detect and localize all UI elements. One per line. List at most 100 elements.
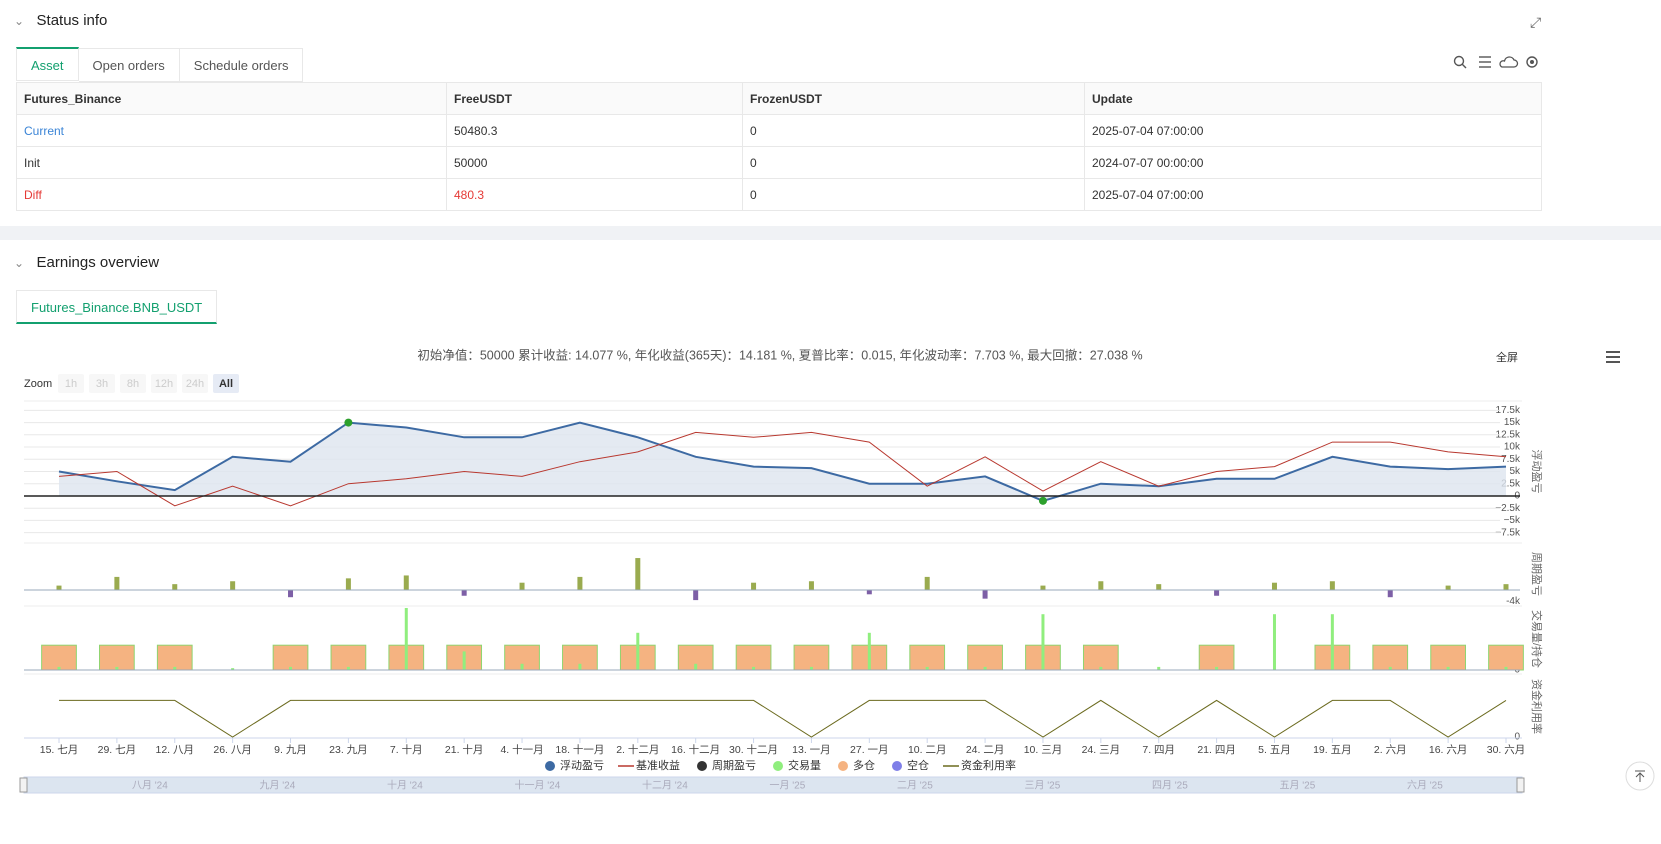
td: Current: [16, 114, 447, 147]
y-tick-label: 10k: [1504, 442, 1521, 453]
earnings-header[interactable]: ⌄ Earnings overview: [14, 254, 160, 271]
legend-label[interactable]: 空仓: [907, 758, 929, 772]
zoom-button[interactable]: [58, 374, 84, 393]
navigator-label: 十二月 '24: [642, 779, 688, 792]
x-tick-label: 7. 十月: [390, 743, 423, 756]
earnings-title: Earnings overview: [36, 254, 160, 271]
bar: [577, 576, 583, 590]
bar: [752, 666, 756, 670]
bar: [156, 644, 193, 671]
bar: [346, 666, 350, 670]
table-row: Init 50000 0 2024-07-07 00:00:00: [16, 146, 1542, 179]
extreme-marker: [344, 418, 353, 427]
legend-label[interactable]: 基准收益: [636, 758, 680, 772]
tab[interactable]: Open orders: [78, 48, 180, 82]
symbol-tab[interactable]: Futures_Binance.BNB_USDT: [16, 290, 218, 324]
bar: [982, 589, 988, 599]
fullscreen-button[interactable]: 全屏: [1496, 350, 1518, 364]
back-to-top-icon: [1635, 770, 1645, 782]
table-header: Futures_Binance FreeUSDT FrozenUSDT Update: [16, 82, 1542, 115]
bar: [272, 644, 309, 671]
x-tick-label: 4. 十一月: [500, 743, 543, 756]
bar: [56, 585, 62, 590]
bar: [808, 581, 814, 590]
navigator-handle[interactable]: [19, 777, 28, 793]
legend-label[interactable]: 周期盈亏: [712, 759, 756, 772]
x-tick-label: 7. 四月: [1142, 744, 1175, 756]
x-tick-label: 21. 十月: [445, 743, 484, 756]
tab[interactable]: Asset: [16, 47, 79, 81]
td: 480.3: [446, 178, 743, 211]
x-tick-label: 5. 五月: [1258, 744, 1291, 756]
bar: [1372, 644, 1409, 671]
bar: [1215, 666, 1219, 670]
td: 2025-07-04 07:00:00: [1084, 178, 1542, 211]
y-tick-label: −2.5k: [1495, 503, 1521, 514]
zoom-button[interactable]: [213, 374, 239, 393]
bar: [41, 644, 77, 671]
line: [59, 699, 1507, 738]
x-tick-label: 2. 十二月: [616, 743, 659, 756]
td: 0: [742, 146, 1085, 179]
x-tick-label: 10. 二月: [908, 744, 947, 756]
y-axis-label: 资金利用率: [1530, 679, 1544, 734]
y-tick-label: 5k: [1509, 466, 1521, 477]
legend-label[interactable]: 浮动盈亏: [560, 759, 604, 772]
bar: [403, 575, 409, 590]
td: 0: [742, 114, 1085, 147]
menu-icon[interactable]: [1606, 351, 1620, 372]
navigator-handle[interactable]: [1516, 777, 1525, 793]
navigator-label: 六月 '25: [1407, 780, 1443, 792]
bar: [99, 644, 135, 671]
zoom-button[interactable]: [151, 374, 177, 393]
zoom-button[interactable]: [89, 374, 115, 393]
th: FreeUSDT: [446, 82, 743, 115]
bar: [635, 558, 641, 590]
x-tick-label: 29. 七月: [98, 744, 137, 756]
zoom-button[interactable]: [120, 374, 146, 393]
tab[interactable]: Schedule orders: [179, 48, 304, 82]
legend-label[interactable]: 多仓: [853, 758, 875, 772]
x-tick-label: 12. 八月: [156, 744, 195, 756]
x-tick-label: 16. 六月: [1429, 744, 1468, 756]
legend-label[interactable]: 资金利用率: [961, 758, 1016, 772]
x-tick-label: 2. 六月: [1374, 744, 1407, 756]
legend-label[interactable]: 交易量: [788, 758, 821, 772]
navigator-label: 一月 '25: [770, 780, 806, 792]
bar: [909, 644, 946, 671]
toolbar-icons[interactable]: [1448, 52, 1543, 72]
th: Futures_Binance: [16, 82, 447, 115]
td: 2025-07-04 07:00:00: [1084, 114, 1542, 147]
navigator-label: 五月 '25: [1280, 780, 1316, 792]
bar: [1214, 589, 1220, 596]
y-axis-label: 周期盈亏: [1530, 552, 1543, 596]
td: Init: [16, 146, 447, 179]
navigator-label: 四月 '25: [1152, 780, 1188, 792]
legend-symbol: [697, 761, 707, 771]
bar: [866, 589, 872, 595]
navigator-label: 九月 '24: [260, 780, 296, 792]
bar: [1041, 614, 1045, 670]
zoom-button-label: 24h: [186, 378, 204, 390]
status-tabs: Asset Open orders Schedule orders: [16, 47, 304, 82]
y-tick-label: -4k: [1506, 596, 1521, 607]
zoom-label: Zoom: [24, 378, 52, 390]
bar: [924, 576, 930, 590]
zoom-button[interactable]: [182, 374, 208, 393]
bar: [231, 668, 235, 670]
td: Diff: [16, 178, 447, 211]
bar: [173, 666, 177, 670]
bar: [867, 632, 871, 670]
bar: [345, 578, 351, 590]
x-tick-label: 10. 三月: [1024, 744, 1063, 756]
bar: [1271, 582, 1277, 590]
bar: [462, 651, 466, 670]
collapse-icon[interactable]: ⤢: [1530, 14, 1542, 30]
zoom-button-label: 1h: [65, 378, 77, 390]
navigator-label: 十一月 '24: [515, 779, 561, 792]
bar: [1388, 666, 1392, 670]
status-header[interactable]: ⌄ Status info: [14, 12, 108, 29]
line: [58, 431, 1507, 507]
